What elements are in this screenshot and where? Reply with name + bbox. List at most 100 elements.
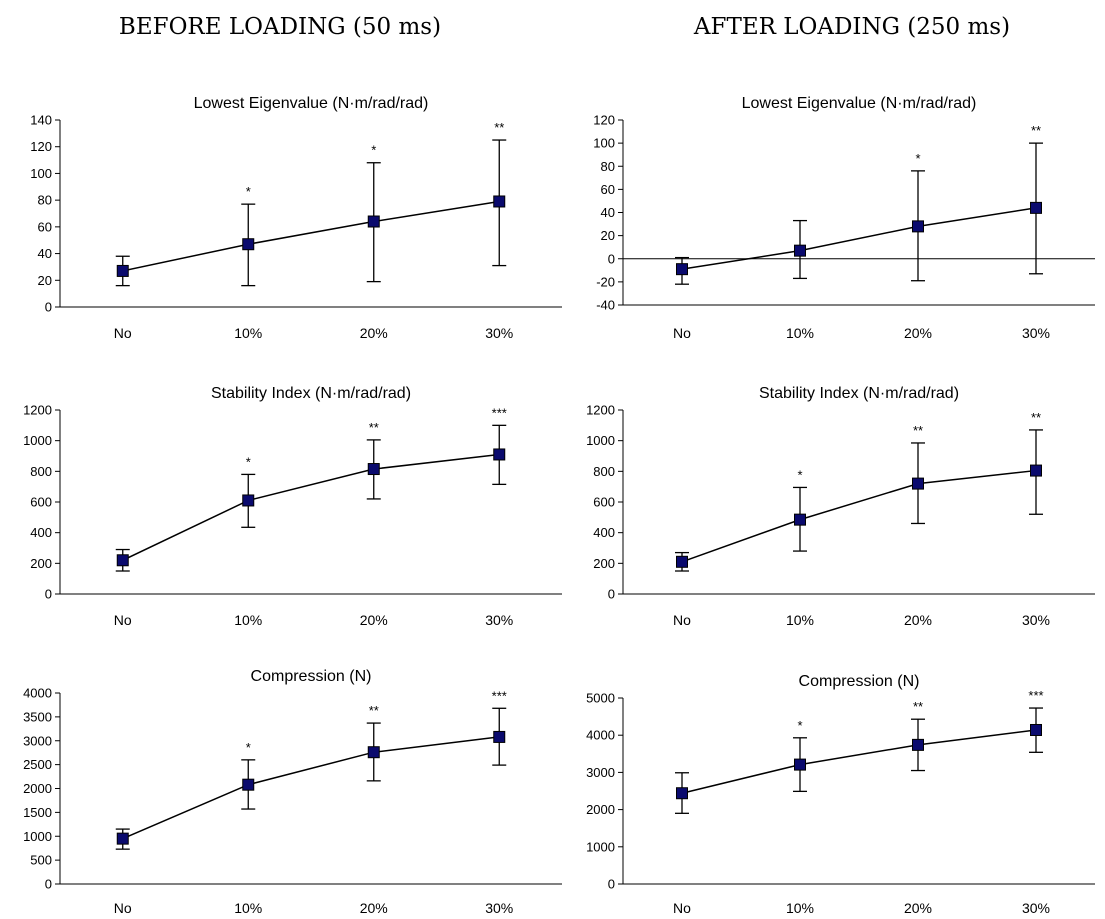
data-point [116, 264, 129, 277]
x-tick-label: No [673, 325, 691, 341]
chart-title: Lowest Eigenvalue (N·m/rad/rad) [194, 95, 429, 112]
x-tick-label: 20% [360, 612, 388, 628]
series-line [122, 736, 500, 840]
chart-title: Stability Index (N·m/rad/rad) [211, 385, 411, 402]
y-tick-label: -40 [596, 298, 615, 313]
y-tick-label: 2000 [23, 781, 52, 796]
significance-marker: ** [369, 420, 379, 435]
y-tick-label: 60 [601, 182, 615, 197]
y-tick-label: 1200 [586, 403, 615, 418]
data-point [794, 513, 806, 526]
chart-title: Lowest Eigenvalue (N·m/rad/rad) [742, 95, 977, 112]
y-tick-label: 140 [30, 113, 52, 128]
data-point [1030, 723, 1042, 736]
y-tick-label: 40 [601, 205, 615, 220]
series-line [122, 453, 500, 561]
significance-marker: ** [913, 423, 923, 438]
significance-marker: ** [1031, 410, 1041, 425]
x-tick-label: 10% [786, 612, 814, 628]
significance-marker: ** [913, 699, 923, 714]
chart-panel-1: Lowest Eigenvalue (N·m/rad/rad) 0 20 40 60 80… [30, 95, 562, 341]
x-tick-label: 10% [234, 325, 262, 341]
y-tick-label: 20 [601, 228, 615, 243]
x-tick-label: No [114, 900, 132, 916]
y-tick-label: 4000 [586, 728, 615, 743]
x-tick-label: No [673, 900, 691, 916]
significance-marker: ** [1031, 123, 1041, 138]
y-tick-label: 2500 [23, 757, 52, 772]
x-tick-label: 30% [485, 612, 513, 628]
data-point [912, 220, 924, 233]
y-tick-label: 20 [38, 273, 52, 288]
y-tick-label: 0 [45, 877, 52, 892]
chart-panel-4: Stability Index (N·m/rad/rad) 0 200 400 600 8… [586, 385, 1095, 628]
significance-marker: * [246, 184, 251, 199]
y-tick-label: 2000 [586, 802, 615, 817]
x-tick-label: 10% [786, 900, 814, 916]
x-tick-label: 20% [904, 325, 932, 341]
data-point [1030, 201, 1042, 214]
y-tick-label: 3000 [23, 733, 52, 748]
y-tick-label: 80 [38, 193, 52, 208]
data-point [493, 448, 506, 461]
significance-marker: * [915, 151, 920, 166]
y-tick-label: 40 [38, 246, 52, 261]
y-tick-label: 120 [593, 113, 615, 128]
y-tick-label: 500 [30, 853, 52, 868]
series-line [681, 207, 1037, 270]
x-tick-label: 20% [904, 612, 932, 628]
significance-marker: * [797, 718, 802, 733]
significance-marker: ** [494, 120, 504, 135]
data-point [676, 555, 688, 568]
before-loading-header: BEFORE LOADING (50 ms) [119, 14, 441, 40]
x-tick-label: No [114, 325, 132, 341]
chart-panel-3: Stability Index (N·m/rad/rad) 0 200 400 600 8… [23, 385, 562, 628]
y-tick-label: 100 [593, 136, 615, 151]
x-tick-label: No [114, 612, 132, 628]
x-tick-label: 30% [485, 325, 513, 341]
chart-panel-5: Compression (N) 0 500 1000 1500 2000 2500 3000 3… [23, 668, 562, 916]
chart-title: Compression (N) [251, 668, 372, 685]
significance-marker: * [246, 454, 251, 469]
data-point [1030, 464, 1042, 477]
data-point [367, 746, 380, 759]
y-tick-label: 0 [45, 300, 52, 315]
y-tick-label: 1200 [23, 403, 52, 418]
significance-marker: ** [369, 703, 379, 718]
significance-marker: *** [492, 688, 507, 703]
data-point [912, 738, 924, 751]
y-tick-label: 200 [593, 556, 615, 571]
y-tick-label: 0 [45, 587, 52, 602]
y-tick-label: 800 [30, 464, 52, 479]
after-loading-header: AFTER LOADING (250 ms) [693, 14, 1010, 40]
y-tick-label: 200 [30, 556, 52, 571]
data-point [116, 832, 129, 845]
significance-marker: *** [1028, 688, 1043, 703]
chart-title: Compression (N) [799, 673, 920, 690]
x-tick-label: 10% [234, 900, 262, 916]
chart-panel-6: Compression (N) 0 1000 2000 3000 4000 5000 No 10… [586, 673, 1095, 916]
data-point [912, 477, 924, 490]
chart-panel-2: Lowest Eigenvalue (N·m/rad/rad) -40 -20 0 20… [593, 95, 1095, 341]
y-tick-label: 5000 [586, 691, 615, 706]
data-point [116, 554, 129, 567]
x-tick-label: 20% [360, 325, 388, 341]
x-tick-label: 30% [1022, 900, 1050, 916]
data-point [493, 195, 506, 208]
data-point [242, 778, 255, 791]
y-tick-label: 800 [593, 464, 615, 479]
x-tick-label: 20% [904, 900, 932, 916]
x-tick-label: 10% [234, 612, 262, 628]
data-point [794, 244, 806, 257]
y-tick-label: 60 [38, 219, 52, 234]
x-tick-label: 30% [1022, 612, 1050, 628]
y-tick-label: 1000 [23, 433, 52, 448]
chart-panels: Lowest Eigenvalue (N·m/rad/rad) 0 20 40 60 80… [23, 95, 1095, 916]
series-line [122, 200, 500, 272]
y-tick-label: 1000 [586, 433, 615, 448]
y-tick-label: 1000 [586, 839, 615, 854]
y-tick-label: 400 [593, 525, 615, 540]
y-tick-label: 80 [601, 159, 615, 174]
data-point [242, 494, 255, 507]
